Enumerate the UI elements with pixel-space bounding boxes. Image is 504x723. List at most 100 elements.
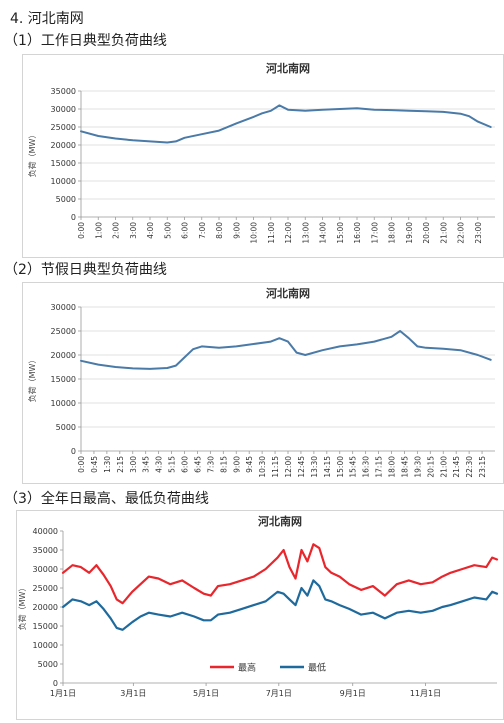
y-tick-label: 10000 [51, 177, 76, 186]
x-tick-label: 11月1日 [410, 689, 441, 698]
x-tick-label: 19:30 [413, 456, 422, 478]
y-tick-label: 35000 [33, 546, 58, 555]
x-tick-label: 18:45 [400, 456, 409, 478]
x-tick-label: 0:00 [77, 222, 86, 239]
chart-panel-workday: 河北南网负荷（MW） 0 5000 10000 15000 20000 25000 30000… [22, 54, 504, 258]
x-tick-label: 8:00 [215, 222, 224, 239]
y-tick-label: 0 [71, 213, 76, 222]
y-tick-label: 20000 [51, 351, 76, 360]
x-tick-label: 4:30 [155, 456, 164, 473]
y-tick-label: 35000 [51, 87, 76, 96]
x-tick-label: 14:15 [323, 456, 332, 478]
x-tick-label: 7月1日 [266, 689, 292, 698]
x-tick-label: 20:00 [422, 222, 431, 244]
x-tick-label: 10:30 [258, 456, 267, 478]
y-tick-label: 10000 [51, 399, 76, 408]
y-axis-label: 负荷（MW） [17, 584, 27, 631]
x-tick-label: 1:00 [94, 222, 103, 239]
subheading-workday: （1）工作日典型负荷曲线 [4, 33, 167, 49]
section-heading: 4. 河北南网 [10, 11, 84, 27]
y-tick-label: 25000 [51, 327, 76, 336]
legend-label-1: 最低 [308, 662, 326, 674]
x-tick-label: 7:30 [206, 456, 215, 473]
x-tick-label: 11:15 [271, 456, 280, 478]
x-tick-label: 13:30 [310, 456, 319, 478]
x-tick-label: 18:00 [388, 456, 397, 478]
x-tick-label: 17:00 [370, 222, 379, 244]
chart-panel-holiday: 河北南网 负荷（MW） 0 5000 10000 15000 20000 25000 30000… [22, 282, 504, 484]
x-tick-label: 22:00 [457, 222, 466, 244]
x-tick-label: 21:00 [439, 222, 448, 244]
y-tick-label: 0 [53, 679, 58, 688]
legend-label-0: 最高 [238, 662, 256, 674]
x-tick-label: 16:30 [362, 456, 371, 478]
x-tick-label: 3:00 [129, 456, 138, 473]
x-tick-label: 5:15 [168, 456, 177, 473]
x-tick-label: 22:30 [465, 456, 474, 478]
x-tick-label: 9:45 [245, 456, 254, 473]
x-tick-label: 9:00 [232, 222, 241, 239]
x-tick-label: 0:45 [90, 456, 99, 473]
y-tick-label: 5000 [56, 423, 76, 432]
series-line-0 [61, 543, 499, 605]
x-tick-label: 6:00 [181, 456, 190, 473]
chart-title: 河北南网 [266, 61, 310, 75]
y-tick-label: 15000 [51, 375, 76, 384]
x-tick-label: 15:00 [336, 456, 345, 478]
x-tick-label: 3:45 [142, 456, 151, 473]
y-tick-label: 5000 [56, 195, 76, 204]
x-tick-label: 13:00 [301, 222, 310, 244]
y-tick-label: 15000 [33, 622, 58, 631]
y-tick-label: 10000 [33, 641, 58, 650]
x-tick-label: 2:00 [112, 222, 121, 239]
subheading-holiday: （2）节假日典型负荷曲线 [4, 262, 167, 278]
x-tick-label: 15:00 [336, 222, 345, 244]
x-tick-label: 12:00 [284, 222, 293, 244]
x-tick-label: 9:00 [232, 456, 241, 473]
y-tick-label: 20000 [51, 141, 76, 150]
x-tick-label: 1:30 [103, 456, 112, 473]
x-tick-label: 4:00 [146, 222, 155, 239]
y-tick-label: 30000 [33, 565, 58, 574]
x-tick-label: 16:00 [353, 222, 362, 244]
x-tick-label: 14:00 [319, 222, 328, 244]
x-tick-label: 5:00 [163, 222, 172, 239]
x-tick-label: 8:15 [219, 456, 228, 473]
y-tick-label: 0 [71, 447, 76, 456]
series-line-0 [80, 104, 492, 144]
x-tick-label: 2:15 [116, 456, 125, 473]
y-tick-label: 30000 [51, 303, 76, 312]
y-axis-label: 负荷（MW） [27, 131, 37, 178]
x-tick-label: 3:00 [129, 222, 138, 239]
x-tick-label: 0:00 [77, 456, 86, 473]
x-tick-label: 17:15 [375, 456, 384, 478]
x-tick-label: 23:15 [478, 456, 487, 478]
y-tick-label: 15000 [51, 159, 76, 168]
x-tick-label: 21:45 [452, 456, 461, 478]
x-tick-label: 23:00 [474, 222, 483, 244]
subheading-annual: （3）全年日最高、最低负荷曲线 [4, 491, 209, 507]
y-tick-label: 25000 [51, 123, 76, 132]
x-tick-label: 15:45 [349, 456, 358, 478]
x-tick-label: 6:00 [181, 222, 190, 239]
series-line-0 [80, 330, 492, 370]
x-tick-label: 7:00 [198, 222, 207, 239]
x-tick-label: 10:00 [250, 222, 259, 244]
x-tick-label: 20:15 [426, 456, 435, 478]
x-tick-label: 19:00 [405, 222, 414, 244]
x-tick-label: 11:00 [267, 222, 276, 244]
y-axis-label: 负荷（MW） [27, 356, 37, 403]
x-tick-label: 21:00 [439, 456, 448, 478]
x-tick-label: 3月1日 [120, 689, 146, 698]
chart-title: 河北南网 [258, 514, 302, 528]
x-tick-label: 1月1日 [50, 689, 76, 698]
x-tick-label: 6:45 [193, 456, 202, 473]
y-tick-label: 30000 [51, 105, 76, 114]
x-tick-label: 9月1日 [340, 689, 366, 698]
chart-panel-annual: 河北南网 负荷（MW） 0 5000 10000 15000 20000 25000 30000… [16, 510, 504, 720]
x-tick-label: 12:45 [297, 456, 306, 478]
y-tick-label: 5000 [38, 660, 58, 669]
